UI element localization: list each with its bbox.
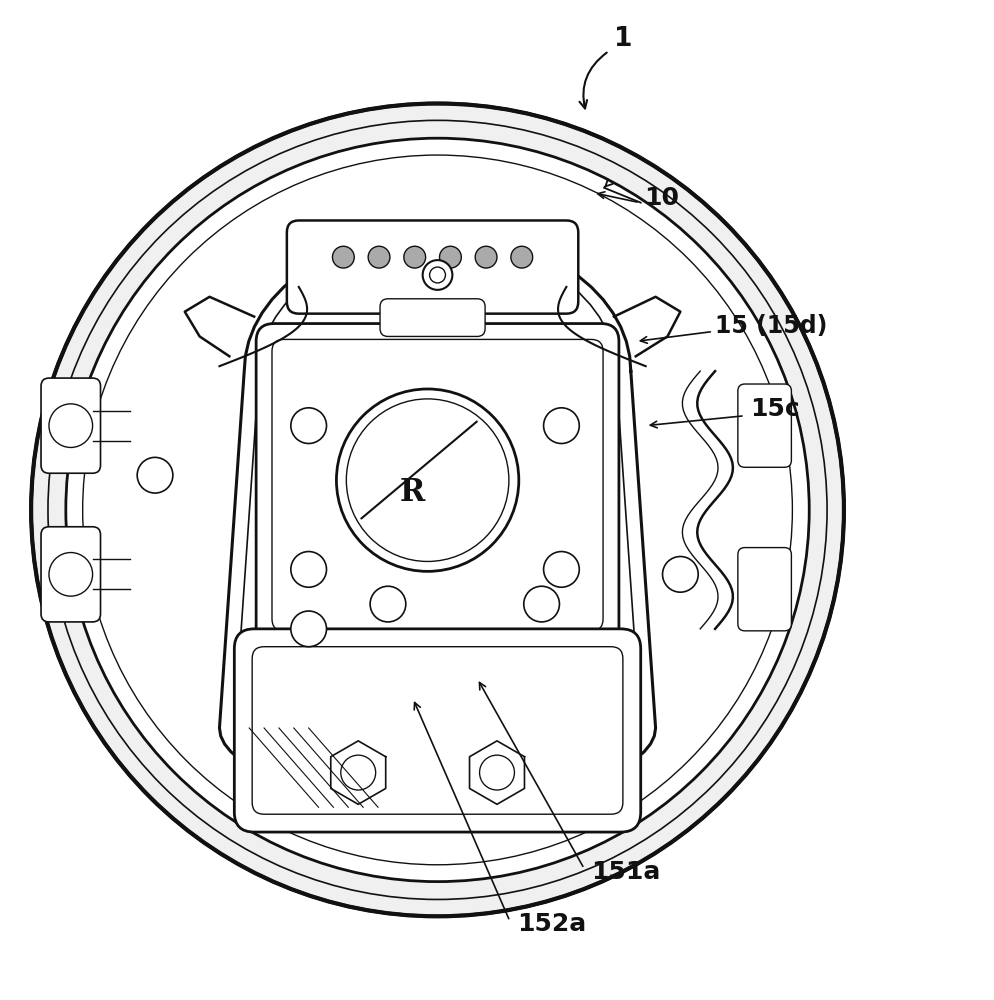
Circle shape — [66, 138, 809, 882]
Circle shape — [336, 389, 519, 571]
Circle shape — [544, 552, 580, 587]
FancyBboxPatch shape — [41, 378, 100, 473]
Circle shape — [475, 246, 497, 268]
FancyBboxPatch shape — [287, 220, 579, 314]
FancyBboxPatch shape — [380, 299, 485, 336]
Circle shape — [291, 552, 326, 587]
Polygon shape — [331, 741, 386, 804]
FancyBboxPatch shape — [235, 629, 641, 832]
Polygon shape — [220, 233, 656, 802]
FancyBboxPatch shape — [256, 324, 619, 647]
Circle shape — [544, 408, 580, 444]
Text: 15 (15d): 15 (15d) — [715, 314, 827, 338]
Circle shape — [332, 246, 354, 268]
Circle shape — [368, 246, 390, 268]
FancyBboxPatch shape — [41, 527, 100, 622]
Circle shape — [370, 586, 406, 622]
Circle shape — [439, 246, 461, 268]
Text: R: R — [400, 477, 425, 508]
Polygon shape — [469, 741, 525, 804]
FancyBboxPatch shape — [738, 548, 791, 631]
Text: 151a: 151a — [591, 860, 661, 884]
Circle shape — [404, 246, 425, 268]
Circle shape — [524, 586, 560, 622]
Circle shape — [663, 556, 698, 592]
Circle shape — [49, 404, 92, 447]
Circle shape — [49, 553, 92, 596]
Circle shape — [291, 611, 326, 647]
Text: 1: 1 — [614, 26, 632, 52]
Text: 10: 10 — [644, 186, 679, 210]
Circle shape — [31, 104, 844, 916]
Circle shape — [422, 260, 452, 290]
Text: 152a: 152a — [517, 912, 586, 936]
Circle shape — [137, 457, 173, 493]
Text: 15c: 15c — [749, 397, 799, 421]
Circle shape — [291, 408, 326, 444]
Circle shape — [511, 246, 533, 268]
FancyBboxPatch shape — [738, 384, 791, 467]
